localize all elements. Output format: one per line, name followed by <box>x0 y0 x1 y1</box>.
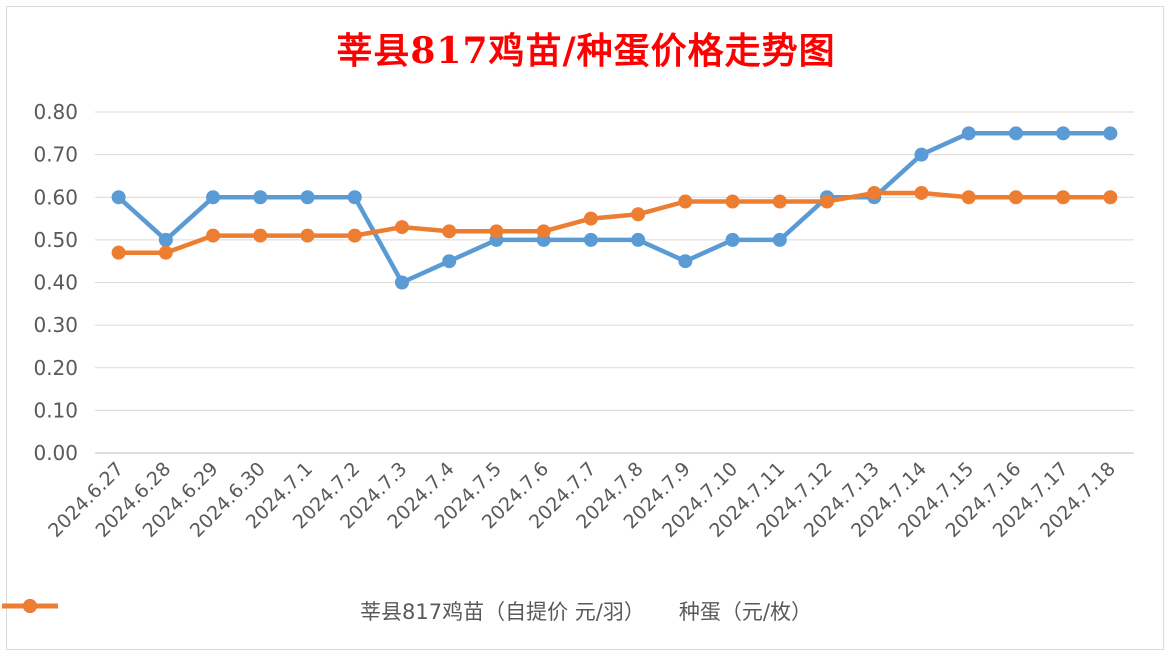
y-tick-label: 0.40 <box>33 271 78 295</box>
data-point <box>1008 190 1023 205</box>
data-point <box>631 207 646 222</box>
data-point <box>678 254 693 269</box>
legend-label-chicks: 莘县817鸡苗（自提价 元/羽） <box>360 600 645 624</box>
data-point <box>489 224 504 239</box>
data-point <box>394 220 409 235</box>
y-tick-label: 0.10 <box>33 398 78 422</box>
data-point <box>1103 190 1118 205</box>
y-tick-label: 0.30 <box>33 313 78 337</box>
y-tick-label: 0.70 <box>33 143 78 167</box>
data-point <box>583 211 598 226</box>
data-point <box>820 194 835 209</box>
legend-swatch-eggs <box>2 599 58 613</box>
y-tick-label: 0.20 <box>33 356 78 380</box>
data-point <box>961 126 976 141</box>
y-tick-label: 0.00 <box>33 441 78 465</box>
chart-title: 莘县817鸡苗/种蛋价格走势图 <box>336 30 836 72</box>
data-point <box>442 224 457 239</box>
data-point <box>347 228 362 243</box>
chart-frame <box>6 6 1164 650</box>
data-point <box>631 232 646 247</box>
y-tick-label: 0.60 <box>33 185 78 209</box>
data-point <box>253 190 268 205</box>
series-line-1 <box>118 190 1111 255</box>
data-point <box>394 275 409 290</box>
data-point <box>1056 126 1071 141</box>
y-tick-label: 0.80 <box>33 100 78 124</box>
data-point <box>158 245 173 260</box>
data-point <box>158 232 173 247</box>
legend-item-eggs: 种蛋（元/枚） <box>2 596 812 626</box>
y-tick-label: 0.50 <box>33 228 78 252</box>
data-point <box>347 190 362 205</box>
data-point <box>867 185 882 200</box>
legend-label-eggs: 种蛋（元/枚） <box>678 600 812 624</box>
data-point <box>253 228 268 243</box>
data-point <box>111 245 126 260</box>
series-line-0 <box>117 131 1111 285</box>
data-point <box>772 194 787 209</box>
data-point <box>678 194 693 209</box>
data-point <box>300 228 315 243</box>
data-point <box>961 190 976 205</box>
data-point <box>300 190 315 205</box>
data-point <box>1103 126 1118 141</box>
data-point <box>914 147 929 162</box>
data-point <box>536 224 551 239</box>
legend: 莘县817鸡苗（自提价 元/羽） 种蛋（元/枚） <box>0 596 1172 626</box>
data-point <box>1056 190 1071 205</box>
data-point <box>111 190 126 205</box>
data-point <box>206 190 221 205</box>
data-point <box>583 232 598 247</box>
data-point <box>725 194 740 209</box>
data-point <box>442 254 457 269</box>
legend-item-chicks: 莘县817鸡苗（自提价 元/羽） <box>2 596 645 626</box>
data-point <box>206 228 221 243</box>
data-point <box>1008 126 1023 141</box>
data-point <box>914 185 929 200</box>
data-point <box>725 232 740 247</box>
data-point <box>772 232 787 247</box>
